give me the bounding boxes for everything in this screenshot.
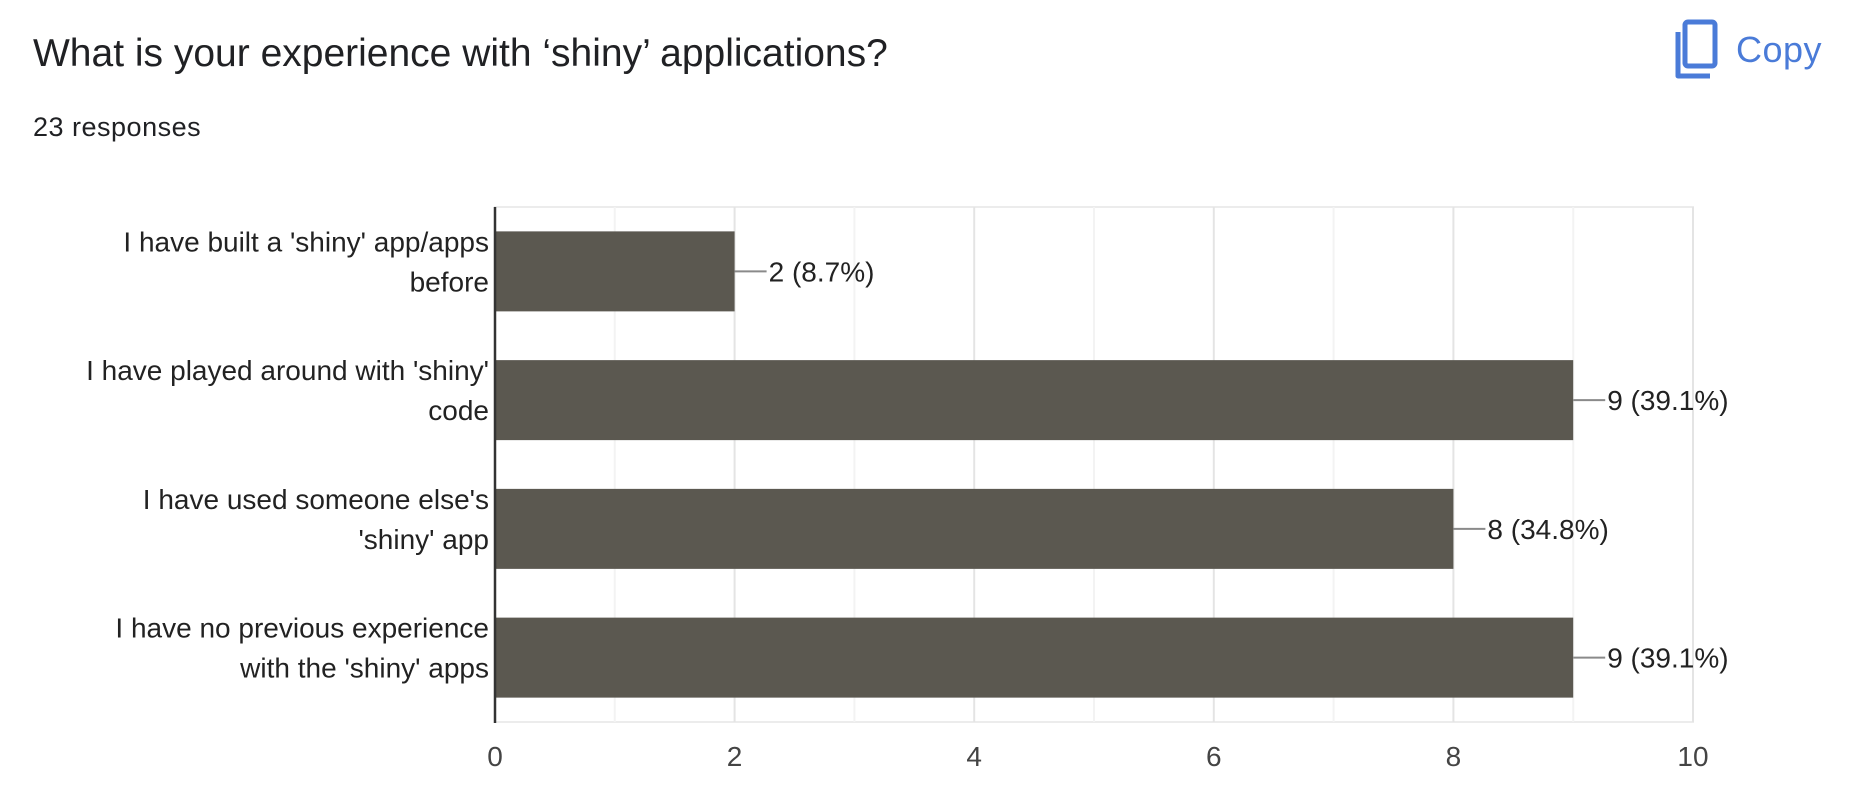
category-label: code bbox=[428, 395, 489, 426]
x-tick-label: 4 bbox=[966, 741, 982, 772]
copy-icon bbox=[1675, 19, 1718, 79]
bar bbox=[495, 617, 1574, 698]
data-label: 8 (34.8%) bbox=[1487, 514, 1608, 545]
bar bbox=[495, 488, 1454, 569]
category-label: I have used someone else's bbox=[143, 484, 489, 515]
category-label: I have played around with 'shiny' bbox=[86, 355, 489, 386]
category-label: 'shiny' app bbox=[358, 524, 489, 555]
category-label: I have built a 'shiny' app/apps bbox=[123, 226, 489, 257]
response-count: 23 responses bbox=[33, 112, 202, 142]
copy-label: Copy bbox=[1736, 29, 1823, 70]
x-tick-label: 6 bbox=[1206, 741, 1222, 772]
question-title: What is your experience with ‘shiny’ app… bbox=[33, 32, 888, 75]
copy-button[interactable]: Copy bbox=[1668, 18, 1834, 82]
category-label: before bbox=[410, 266, 489, 297]
data-label: 9 (39.1%) bbox=[1607, 643, 1728, 674]
category-label: I have no previous experience bbox=[115, 613, 489, 644]
data-label: 2 (8.7%) bbox=[769, 256, 875, 287]
x-tick-label: 8 bbox=[1446, 741, 1462, 772]
data-label: 9 (39.1%) bbox=[1607, 385, 1728, 416]
x-tick-label: 10 bbox=[1677, 741, 1708, 772]
bar bbox=[495, 231, 735, 312]
x-tick-label: 0 bbox=[487, 741, 503, 772]
bar bbox=[495, 360, 1574, 441]
category-label: with the 'shiny' apps bbox=[239, 653, 489, 684]
x-tick-label: 2 bbox=[727, 741, 743, 772]
